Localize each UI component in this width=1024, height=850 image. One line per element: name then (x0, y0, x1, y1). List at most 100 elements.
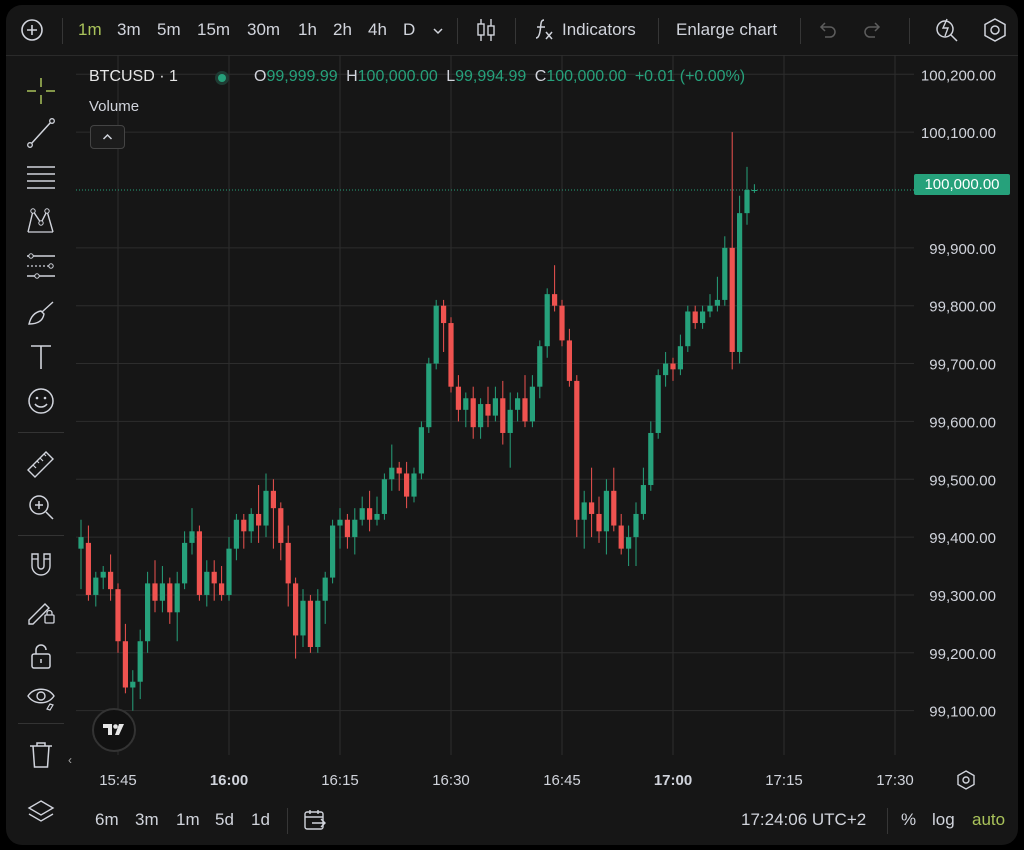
price-tick-label: 99,600.00 (929, 414, 996, 431)
zoom-tool[interactable] (20, 489, 62, 523)
candle-body (137, 641, 143, 682)
candle-body (293, 583, 299, 636)
chart-window: 1m 3m 5m 15m 30m 1h 2h 4h D Indicators E… (6, 5, 1018, 845)
volume-indicator-label[interactable]: Volume (89, 98, 140, 115)
ruler-icon (27, 451, 54, 478)
indicators-button[interactable]: Indicators (562, 20, 636, 39)
interval-15m[interactable]: 15m (197, 20, 231, 39)
candle-body (226, 548, 232, 595)
range-5d[interactable]: 5d (215, 810, 234, 829)
fx-icon[interactable] (532, 17, 556, 43)
collapse-legend-button[interactable] (90, 125, 125, 149)
interval-1m[interactable]: 1m (78, 20, 102, 39)
trend-line-tool[interactable] (20, 115, 62, 149)
interval-2h[interactable]: 2h (333, 20, 352, 39)
candle-body (544, 294, 550, 347)
candle-body (167, 583, 173, 613)
log-toggle[interactable]: log (932, 810, 955, 829)
brush-tool[interactable] (20, 295, 62, 329)
candle-body (256, 513, 262, 526)
crosshair-tool[interactable] (20, 73, 62, 107)
settings-hex-icon[interactable] (982, 17, 1008, 43)
ohlc-legend: BTCUSD · 1 (89, 68, 178, 86)
close-value: 100,000.00 (546, 68, 627, 85)
time-tick-label: 16:15 (321, 772, 359, 789)
text-icon (31, 345, 51, 369)
time-tick-label: 16:45 (543, 772, 581, 789)
candle-body (692, 311, 698, 324)
interval-1h[interactable]: 1h (298, 20, 317, 39)
candle-body (248, 513, 254, 532)
market-status-dot[interactable] (215, 71, 229, 85)
candle-body (270, 490, 276, 509)
chevron-down-icon[interactable] (431, 24, 445, 38)
quick-search-icon[interactable] (934, 17, 960, 43)
symbol-label[interactable]: BTCUSD · 1 (89, 68, 178, 85)
price-chart[interactable]: 100,200.00 100,100.00 99,900.00 99,800.00 99… (76, 55, 1018, 800)
candle-body (189, 531, 195, 543)
lock-drawing-tool[interactable] (20, 593, 62, 627)
price-tick-label: 99,100.00 (929, 704, 996, 721)
candle-body (330, 525, 336, 578)
candle-body (478, 404, 484, 428)
emoji-tool[interactable] (20, 383, 62, 417)
candles-icon[interactable] (474, 17, 498, 43)
projection-icon (27, 253, 55, 279)
range-1d[interactable]: 1d (251, 810, 270, 829)
price-tick-label: 100,100.00 (921, 125, 996, 142)
candle-body (307, 600, 313, 648)
magnet-tool[interactable] (20, 548, 62, 582)
candle-body (529, 386, 535, 422)
undo-icon[interactable] (816, 19, 838, 41)
redo-icon[interactable] (862, 19, 884, 41)
interval-d[interactable]: D (403, 20, 416, 39)
time-tick-label: 17:30 (876, 772, 914, 789)
candle-body (374, 513, 380, 520)
crosshair-icon (27, 78, 55, 104)
text-tool[interactable] (20, 339, 62, 373)
candle-body (315, 600, 321, 648)
price-tick-label: 99,500.00 (929, 472, 996, 489)
interval-3m[interactable]: 3m (117, 20, 141, 39)
candle-body (359, 508, 365, 520)
candle-body (389, 467, 395, 480)
candle-body (352, 519, 358, 538)
pattern-tool[interactable] (20, 203, 62, 237)
tradingview-logo[interactable] (92, 708, 136, 752)
candle-series (78, 132, 757, 711)
pattern-icon (27, 208, 54, 233)
candle-body (411, 473, 417, 497)
candle-body (626, 537, 632, 549)
auto-scale-toggle[interactable]: auto (972, 810, 1006, 829)
goto-date-icon[interactable] (302, 808, 328, 832)
candle-body (729, 247, 735, 352)
range-6m[interactable]: 6m (95, 810, 119, 829)
percent-toggle[interactable]: % (901, 810, 917, 829)
delete-drawings-tool[interactable] (20, 737, 62, 771)
range-1m[interactable]: 1m (176, 810, 200, 829)
measure-tool[interactable] (20, 445, 62, 479)
object-tree-tool[interactable] (20, 795, 62, 829)
fib-tool[interactable] (20, 159, 62, 193)
change-value: +0.01 (+0.00%) (634, 68, 746, 85)
visibility-tool[interactable] (20, 680, 62, 714)
candle-body (418, 427, 424, 474)
interval-30m[interactable]: 30m (247, 20, 281, 39)
chevron-up-icon (102, 133, 113, 140)
ohlc-values: O99,999.99 H100,000.00 L99,994.99 C100,0… (254, 68, 745, 86)
range-3m[interactable]: 3m (135, 810, 159, 829)
clock-timezone[interactable]: 17:24:06 UTC+2 (741, 810, 867, 829)
enlarge-chart-button[interactable]: Enlarge chart (676, 20, 778, 39)
expand-chevron-icon[interactable]: ‹ (68, 753, 72, 767)
projection-tool[interactable] (20, 247, 62, 281)
interval-5m[interactable]: 5m (157, 20, 181, 39)
axis-settings-icon[interactable] (955, 769, 977, 791)
unlock-icon (31, 644, 51, 669)
interval-4h[interactable]: 4h (368, 20, 387, 39)
candle-body (174, 583, 180, 613)
unlock-tool[interactable] (20, 638, 62, 672)
candle-body (182, 542, 188, 584)
candle-body (204, 571, 210, 595)
candle-body (367, 508, 373, 520)
plus-circle-icon[interactable] (20, 18, 44, 42)
